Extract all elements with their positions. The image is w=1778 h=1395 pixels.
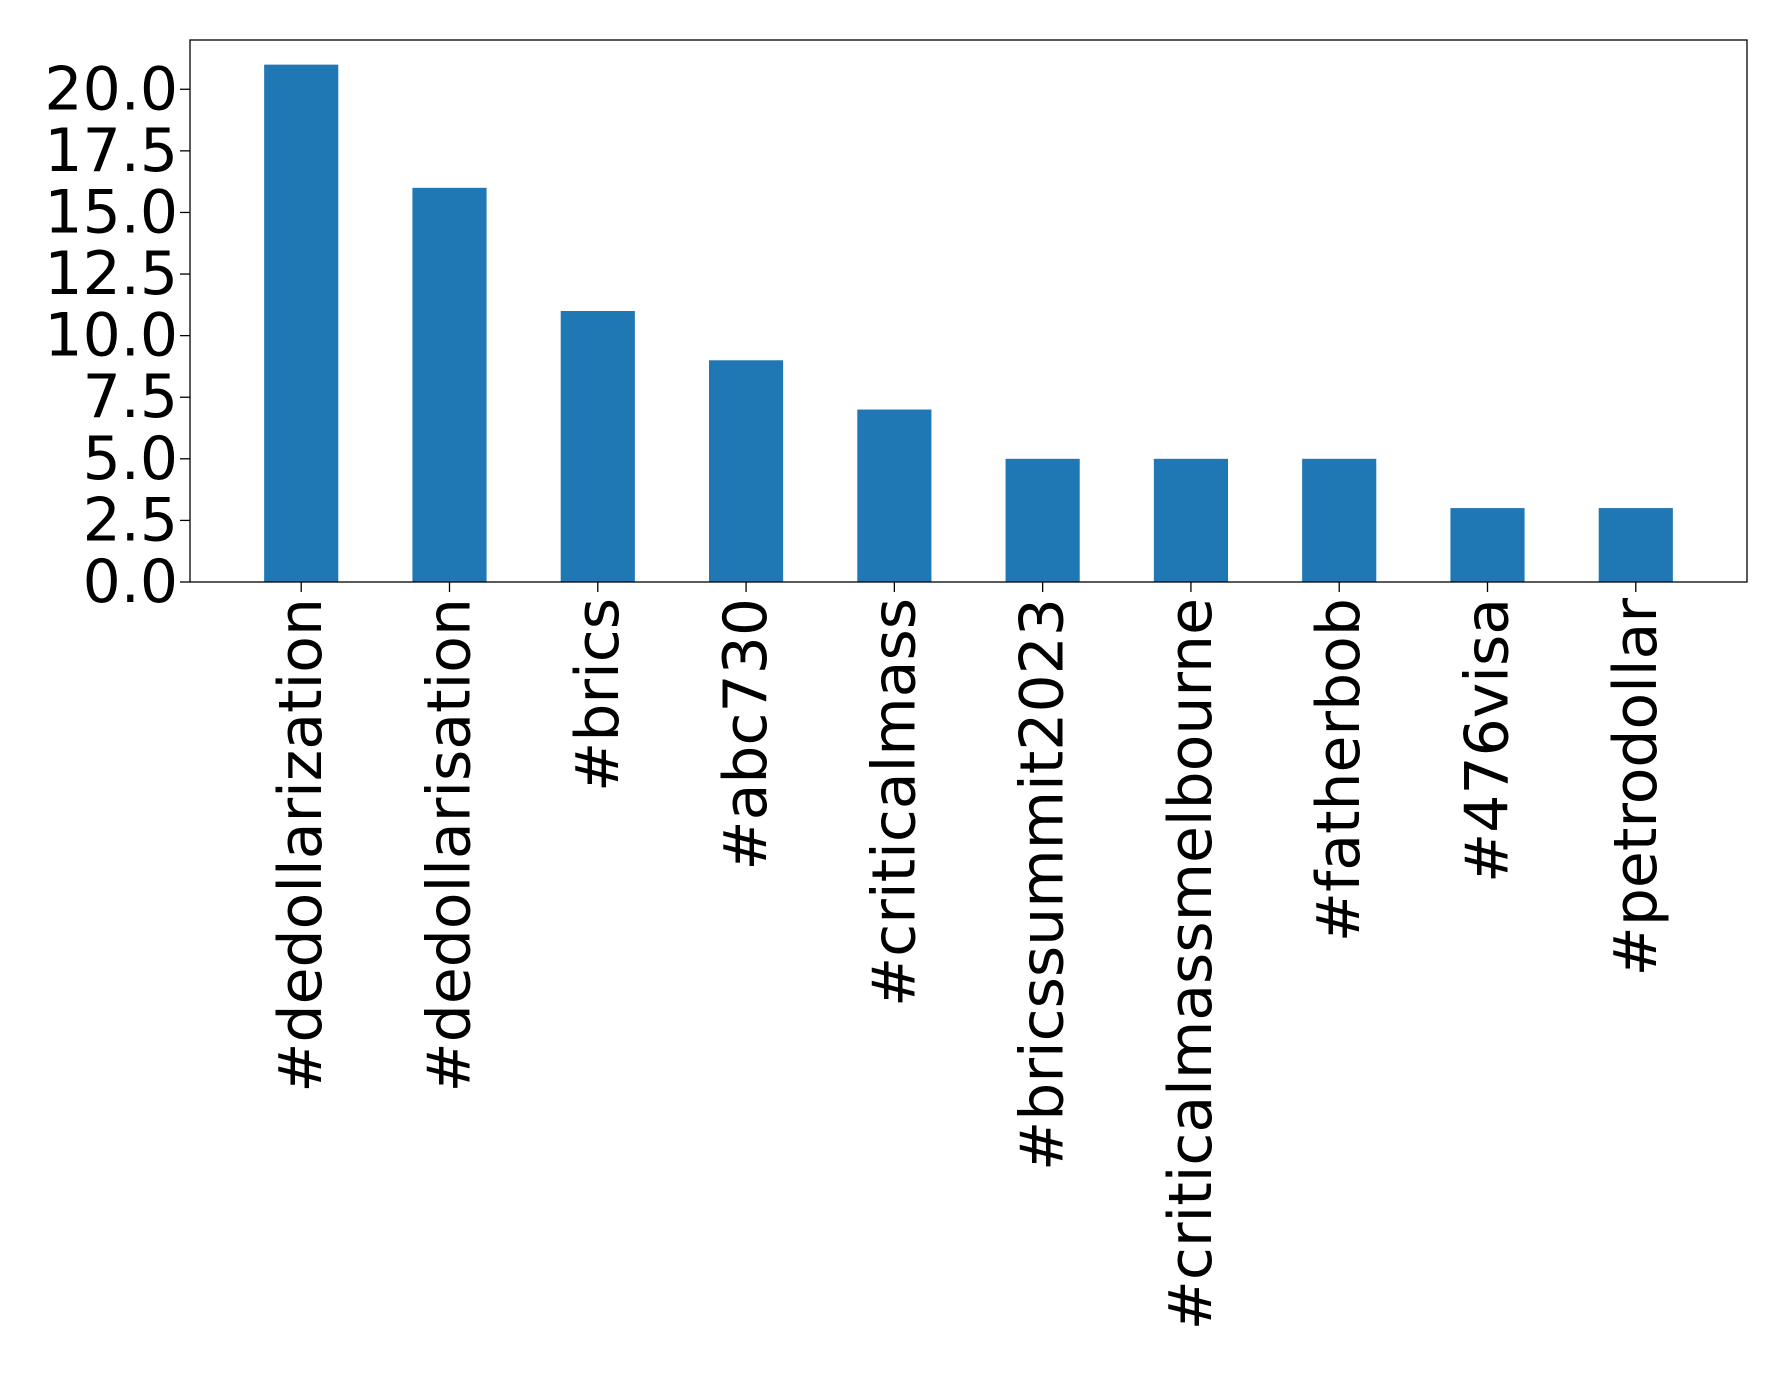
y-tick-label: 10.0 <box>44 301 178 371</box>
bar-bricssummit2023 <box>1005 458 1080 582</box>
x-tick-label: #fatherbob <box>1304 598 1374 942</box>
x-tick-label: #bricssummit2023 <box>1008 598 1078 1171</box>
y-tick-label: 0.0 <box>83 547 178 617</box>
bar-fatherbob <box>1302 458 1377 582</box>
x-tick-label: #dedollarisation <box>415 598 485 1092</box>
bar-petrodollar <box>1598 508 1673 582</box>
y-axis: 0.02.55.07.510.012.515.017.520.0 <box>44 54 190 617</box>
y-tick-label: 17.5 <box>44 116 178 186</box>
x-tick-label: #criticalmass <box>859 598 929 1007</box>
bar-criticalmassmelbourne <box>1153 458 1228 582</box>
y-tick-label: 7.5 <box>83 362 178 432</box>
x-tick-label: #476visa <box>1453 598 1523 883</box>
bar-brics <box>560 311 635 582</box>
x-tick-label: #dedollarization <box>266 598 336 1093</box>
bar-476visa <box>1450 508 1525 582</box>
x-axis: #dedollarization #dedollarisation #brics #a… <box>266 582 1671 1330</box>
x-tick-label: #brics <box>563 598 633 792</box>
y-tick-label: 5.0 <box>83 424 178 494</box>
plot-frame <box>189 39 1748 583</box>
bar-dedollarisation <box>412 187 487 582</box>
x-tick-label: #petrodollar <box>1601 598 1671 977</box>
x-tick-label: #criticalmassmelbourne <box>1156 598 1226 1330</box>
bars-group <box>264 64 1673 583</box>
bar-abc730 <box>709 360 784 582</box>
y-tick-label: 12.5 <box>44 239 178 309</box>
y-tick-label: 2.5 <box>83 485 178 555</box>
x-tick-label: #abc730 <box>711 598 781 871</box>
y-tick-label: 15.0 <box>44 177 178 247</box>
bar-criticalmass <box>857 409 932 582</box>
y-tick-label: 20.0 <box>44 54 178 124</box>
bar-dedollarization <box>264 64 339 583</box>
